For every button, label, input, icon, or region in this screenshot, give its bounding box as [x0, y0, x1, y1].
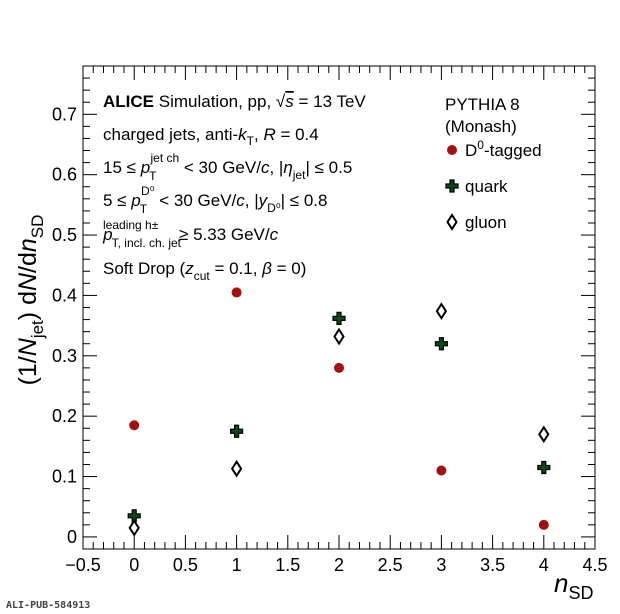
y-label-n2: n [14, 238, 42, 252]
y-tick-label: 0.2 [52, 406, 77, 426]
y-tick-label: 0 [67, 527, 77, 547]
y-label-sd: SD [28, 215, 47, 239]
legend-d0-label: D0-tagged [465, 138, 542, 160]
marker-diamond [538, 425, 550, 444]
x-label-n: n [554, 568, 568, 598]
legend-header-1: PYTHIA 8 [445, 95, 520, 114]
marker-circle [538, 519, 549, 530]
simulation-text: Simulation, pp, √ [159, 92, 286, 111]
x-tick-label: 4 [539, 555, 549, 575]
axis-ticks [82, 65, 596, 550]
x-tick-label: 3.5 [480, 555, 505, 575]
sqrt-s: s [285, 92, 294, 111]
footer-id: ALI-PUB-584913 [6, 600, 90, 611]
legend-item-gluon: gluon [446, 213, 507, 232]
y-label-part-b: ) d [14, 291, 42, 320]
legend-item-quark: quark [445, 177, 508, 196]
marker-cross [537, 460, 551, 475]
x-tick-label: 0.5 [173, 555, 198, 575]
marker-diamond [230, 459, 243, 478]
marker-diamond [128, 519, 140, 537]
legend-gluon-marker [446, 213, 458, 231]
x-tick-label: 1 [232, 555, 242, 575]
y-label-jet: jet [28, 320, 47, 339]
legend-gluon-label: gluon [465, 213, 507, 232]
marker-cross [230, 424, 244, 438]
legend-quark-label: quark [465, 177, 508, 196]
marker-cross [127, 509, 141, 523]
x-tick-label: −0.5 [65, 555, 101, 575]
x-tick-label: 3 [436, 555, 446, 575]
annotation-line-3: 15 ≤ pTjet ch < 30 GeV/c, |ηjet| ≤ 0.5 [103, 151, 352, 183]
annotation-line-5: pT, incl. ch. jetleading h± ≥ 5.33 GeV/c [102, 218, 278, 250]
marker-diamond [435, 302, 448, 320]
marker-circle [334, 362, 344, 373]
x-label-sd: SD [568, 583, 593, 603]
marker-cross [434, 337, 448, 351]
y-label-part-c: /d [14, 252, 42, 273]
alice-label: ALICE [103, 92, 154, 111]
legend-d0-marker [447, 145, 457, 155]
legend-quark-marker [445, 179, 459, 193]
marker-circle [129, 420, 140, 431]
x-tick-label: 2.5 [378, 555, 403, 575]
annotation-line-1: ALICE Simulation, pp, √s = 13 TeV [103, 92, 366, 111]
annotation-line-2: charged jets, anti-kT, R = 0.4 [103, 125, 319, 148]
marker-circle [231, 287, 242, 298]
x-tick-labels: −0.5 0 0.5 1 1.5 2 2.5 3 3.5 4 4.5 [65, 555, 607, 575]
y-label-n: N [14, 337, 42, 356]
y-tick-label: 0.3 [52, 346, 77, 366]
y-tick-label: 0.7 [52, 104, 77, 124]
y-axis-label: (1/Njet) dN/dnSD [14, 215, 47, 386]
data-markers [127, 287, 551, 537]
x-tick-label: 0 [129, 555, 139, 575]
x-axis-label: nSD [554, 568, 593, 603]
x-tick-label: 4.5 [582, 555, 607, 575]
legend-item-d0: D0-tagged [447, 138, 542, 160]
annotation-line-4: 5 ≤ pTD⁰ < 30 GeV/c, |yD⁰| ≤ 0.8 [103, 184, 327, 216]
y-tick-labels: 0 0.1 0.2 0.3 0.4 0.5 0.6 0.7 [52, 104, 77, 547]
marker-cross [332, 311, 346, 325]
y-label-part-a: (1/ [14, 356, 42, 385]
legend-header-2: (Monash) [445, 117, 517, 136]
annotation-line-6: Soft Drop (zcut = 0.1, β = 0) [103, 259, 306, 283]
marker-circle [436, 465, 447, 476]
y-tick-label: 0.1 [52, 467, 77, 487]
x-tick-label: 1.5 [275, 555, 300, 575]
marker-diamond [333, 327, 345, 346]
x-tick-label: 2 [334, 555, 344, 575]
y-label-N: N [14, 272, 42, 291]
y-tick-label: 0.4 [52, 285, 77, 305]
y-tick-label: 0.6 [52, 165, 77, 185]
y-tick-label: 0.5 [52, 225, 77, 245]
